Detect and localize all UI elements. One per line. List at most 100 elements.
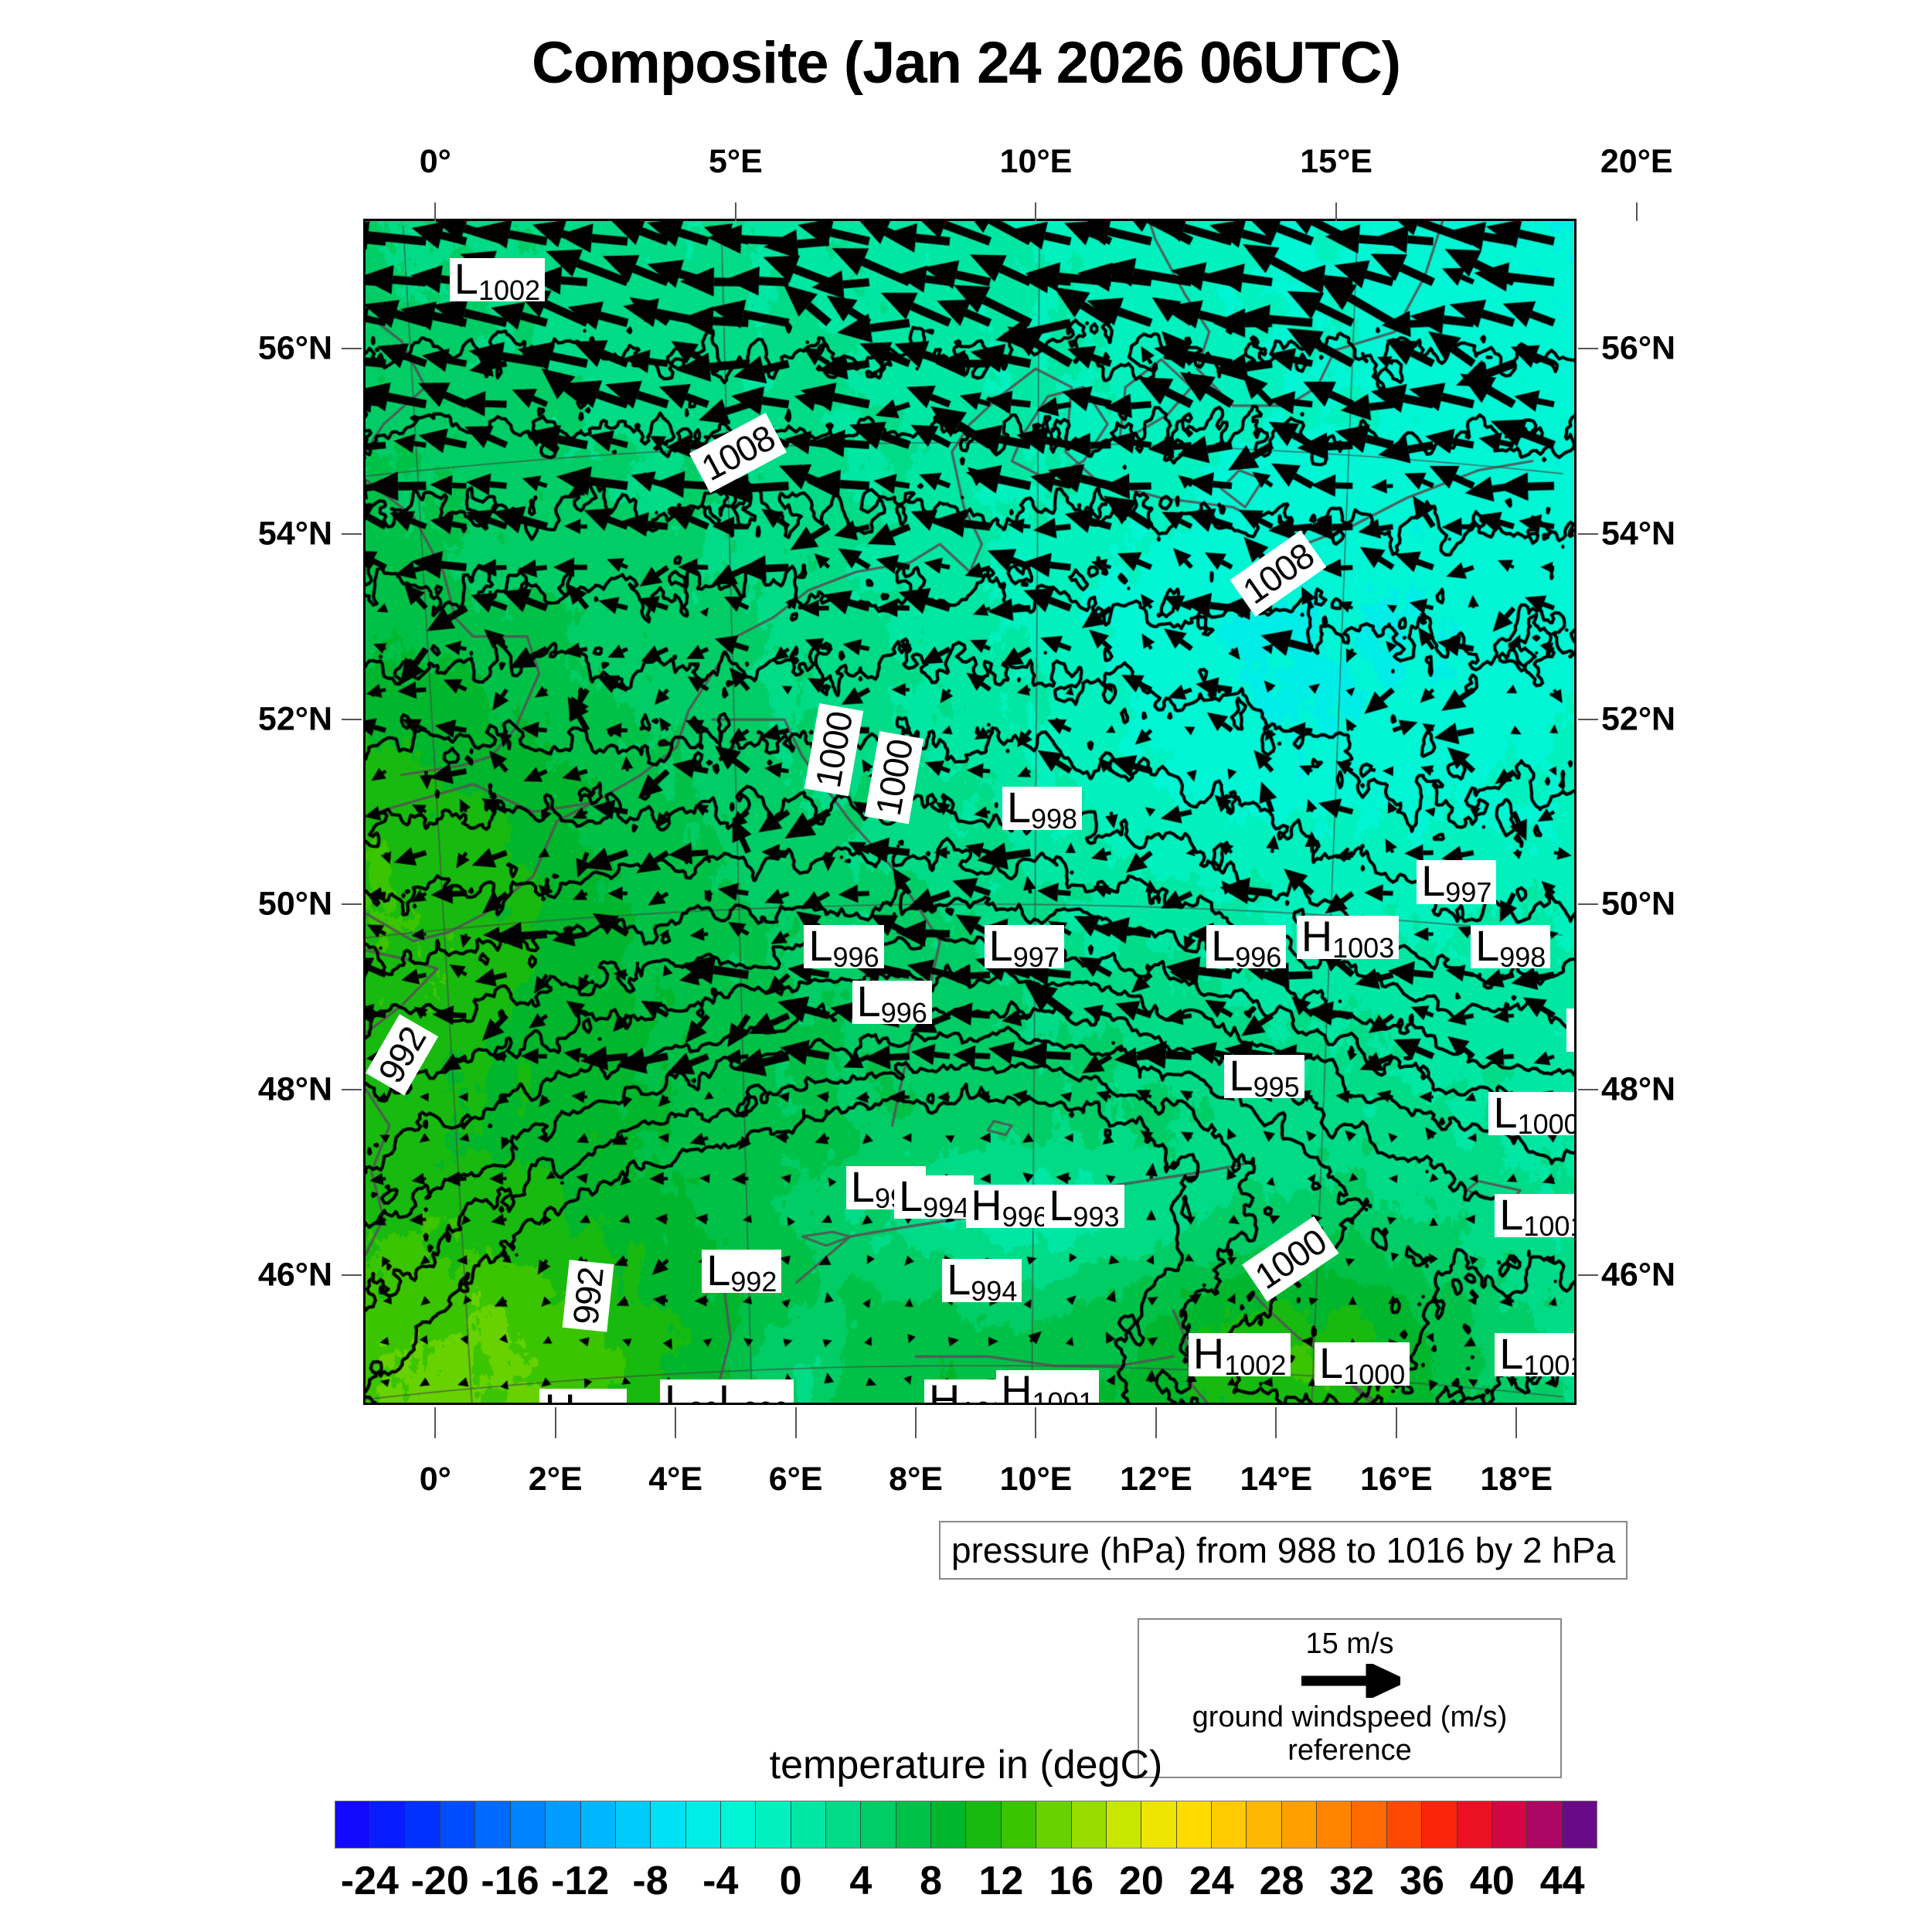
colorbar-band (1422, 1801, 1458, 1848)
pressure-extremum-marker: H1003 (1296, 915, 1400, 962)
colorbar-band (966, 1801, 1002, 1848)
colorbar-band (861, 1801, 896, 1848)
axis-tick-mark-left (342, 532, 362, 535)
colorbar-tick-label: 20 (1119, 1859, 1164, 1903)
pressure-extremum-marker: L995 (1224, 1054, 1304, 1101)
colorbar-band (826, 1801, 862, 1848)
axis-tick-label-right: 48°N (1601, 1070, 1676, 1108)
axis-tick-label-bottom: 16°E (1359, 1461, 1433, 1498)
axis-tick-label-bottom: 6°E (768, 1461, 823, 1498)
pressure-extremum-marker: L1000 (1315, 1342, 1410, 1389)
pressure-extremum-value: 996 (1235, 941, 1282, 974)
colorbar-band (1492, 1801, 1528, 1848)
axis-tick-mark-top (1635, 202, 1638, 221)
pressure-extremum-value: 1001 (1523, 1349, 1574, 1382)
colorbar-band (651, 1801, 686, 1848)
colorbar-tick-label: -16 (481, 1859, 539, 1903)
colorbar-band (1317, 1801, 1352, 1848)
colorbar-tick-label: 24 (1189, 1859, 1234, 1903)
temperature-colorbar[interactable] (335, 1801, 1597, 1849)
axis-tick-mark-top (434, 202, 437, 221)
pressure-extremum-type: L (664, 1376, 689, 1405)
pressure-extremum-type: L (898, 1172, 923, 1221)
pressure-extremum-type: L (1319, 1338, 1344, 1388)
pressure-extremum-value: 1000 (1517, 1108, 1577, 1141)
axis-tick-mark-bottom (1035, 1407, 1037, 1438)
colorbar-tick-label: 28 (1259, 1859, 1304, 1903)
axis-tick-label-right: 52°N (1601, 700, 1676, 738)
axis-tick-label-bottom: 4°E (648, 1461, 703, 1498)
axis-tick-mark-left (342, 718, 362, 720)
axis-tick-mark-bottom (1395, 1407, 1397, 1438)
axis-tick-mark-right (1578, 1089, 1598, 1091)
colorbar-tick-label: -20 (410, 1859, 469, 1903)
colorbar-tick-label: -12 (551, 1859, 610, 1903)
pressure-extremum-value: 1001 (960, 1396, 1022, 1403)
pressure-extremum-marker: L996 (804, 924, 884, 971)
axis-tick-label-right: 50°N (1601, 885, 1676, 923)
axis-tick-mark-bottom (554, 1407, 556, 1438)
map-plot-area[interactable]: L1002L998L997L996L997L996H1003L998L996L1… (363, 219, 1577, 1405)
axis-tick-mark-right (1578, 903, 1598, 906)
pressure-extremum-type: L (718, 1376, 743, 1405)
axis-tick-label-bottom: 14°E (1240, 1461, 1313, 1498)
axis-tick-mark-top (1035, 202, 1037, 221)
axis-tick-label-top: 10°E (999, 143, 1073, 180)
pressure-extremum-type: L (1475, 921, 1500, 971)
pressure-extremum-marker: L1000 (1488, 1091, 1574, 1138)
pressure-extremum-type: L (1499, 1190, 1524, 1240)
pressure-extremum-type: L (1229, 1051, 1253, 1100)
colorbar-band (896, 1801, 932, 1848)
pressure-legend-text: pressure (hPa) from 988 to 1016 by 2 hPa (951, 1530, 1616, 1570)
colorbar-tick-label: 40 (1469, 1859, 1515, 1903)
colorbar-tick-label: 0 (779, 1859, 802, 1903)
pressure-extremum-type: L (1211, 921, 1236, 971)
colorbar-band (1001, 1801, 1037, 1848)
axis-tick-mark-bottom (1515, 1407, 1518, 1438)
axis-tick-mark-right (1578, 718, 1598, 720)
axis-tick-label-right: 56°N (1601, 329, 1676, 367)
pressure-extremum-type: L (947, 1255, 971, 1304)
axis-tick-label-top: 5°E (708, 143, 763, 180)
pressure-legend: pressure (hPa) from 988 to 1016 by 2 hPa (939, 1521, 1628, 1580)
axis-tick-mark-bottom (1155, 1407, 1157, 1438)
colorbar-band (720, 1801, 757, 1848)
pressure-extremum-type: L (1421, 856, 1446, 906)
axis-tick-mark-left (342, 347, 362, 349)
pressure-extremum-type: L (1571, 1005, 1574, 1053)
pressure-extremum-value: 994 (971, 1275, 1018, 1308)
pressure-extremum-marker: L1001 (1495, 1332, 1574, 1379)
axis-tick-label-top: 0° (419, 143, 451, 180)
colorbar-band (1386, 1801, 1423, 1848)
colorbar-band (475, 1801, 511, 1848)
colorbar-tick-label: 16 (1049, 1859, 1094, 1903)
pressure-extremum-marker: L998 (1471, 924, 1551, 971)
colorbar-band (931, 1801, 967, 1848)
colorbar-band (1141, 1801, 1177, 1848)
colorbar-band (405, 1801, 441, 1848)
pressure-extremum-value: 996 (880, 997, 927, 1029)
axis-tick-label-bottom: 0° (419, 1461, 451, 1498)
pressure-extremum-marker: L994 (893, 1172, 975, 1222)
pressure-extremum-type: H (1001, 1366, 1032, 1405)
pressure-extremum-type: L (808, 921, 833, 971)
colorbar-band (1247, 1801, 1282, 1848)
colorbar-band (1527, 1801, 1563, 1848)
pressure-extremum-value: 993 (1073, 1201, 1120, 1233)
pressure-extremum-value: 1000 (1343, 1359, 1406, 1391)
pressure-extremum-marker: L997 (1417, 859, 1497, 906)
wind-reference-legend: 15 m/s ground windspeed (m/s) reference (1138, 1618, 1562, 1778)
colorbar-tick-label: 36 (1400, 1859, 1444, 1903)
axis-tick-label-top: 15°E (1300, 143, 1372, 180)
pressure-extremum-marker: L993 (1044, 1184, 1124, 1231)
axis-tick-mark-right (1578, 532, 1598, 535)
pressure-extremum-type: L (850, 1162, 875, 1212)
axis-tick-mark-bottom (794, 1407, 797, 1438)
axis-tick-label-left: 50°N (257, 885, 332, 923)
axis-tick-label-left: 46°N (257, 1256, 332, 1294)
colorbar-band (510, 1801, 546, 1848)
pressure-extremum-marker: H993 (539, 1388, 627, 1403)
axis-tick-mark-left (342, 1089, 362, 1091)
pressure-extremum-value: 990 (743, 1396, 789, 1403)
pressure-extremum-value: 997 (1012, 941, 1060, 974)
